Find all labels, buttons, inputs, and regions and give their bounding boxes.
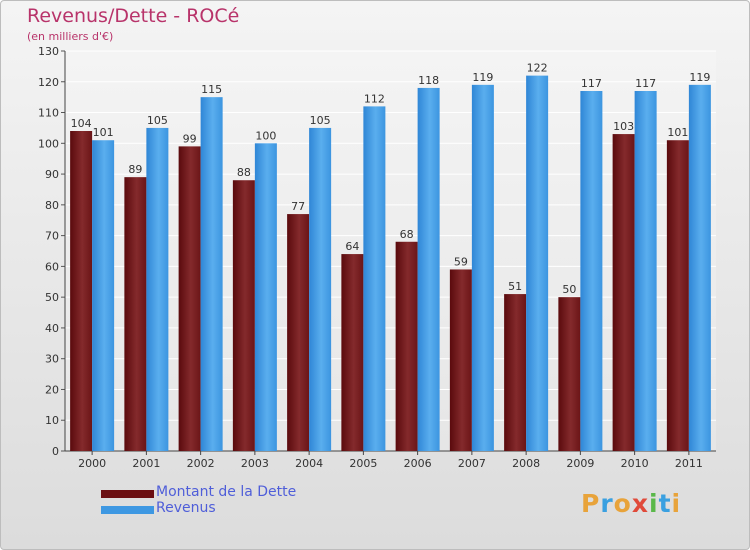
data-label-revenue: 101	[93, 126, 114, 139]
bar-revenue	[580, 91, 603, 451]
data-label-revenue: 105	[147, 114, 168, 127]
x-tick-label: 2006	[404, 457, 432, 470]
bar-revenue	[254, 143, 277, 452]
data-label-revenue: 119	[689, 71, 710, 84]
bar-revenue	[92, 140, 115, 451]
data-label-revenue: 100	[255, 129, 276, 142]
data-label-debt: 104	[71, 117, 92, 130]
bar-revenue	[363, 106, 386, 451]
y-tick-label: 10	[45, 414, 59, 427]
x-tick-label: 2007	[458, 457, 486, 470]
bar-revenue	[688, 84, 711, 451]
bar-revenue	[471, 84, 494, 451]
y-tick-label: 110	[38, 107, 59, 120]
bar-revenue	[634, 91, 657, 451]
y-tick-label: 40	[45, 322, 59, 335]
y-tick-label: 70	[45, 230, 59, 243]
plot-area	[65, 51, 716, 451]
data-label-revenue: 117	[581, 77, 602, 90]
data-label-debt: 59	[454, 255, 468, 268]
bar-debt	[70, 131, 93, 451]
bar-debt	[232, 180, 255, 451]
data-label-debt: 50	[562, 283, 576, 296]
x-tick-label: 2004	[295, 457, 323, 470]
data-label-debt: 89	[128, 163, 142, 176]
y-tick-label: 30	[45, 353, 59, 366]
logo-letter: i	[671, 489, 682, 518]
bar-debt	[558, 297, 581, 451]
bar-revenue	[526, 75, 549, 451]
bar-debt	[666, 140, 689, 451]
data-label-revenue: 118	[418, 74, 439, 87]
logo-letter: P	[581, 489, 601, 518]
y-tick-label: 120	[38, 76, 59, 89]
data-label-debt: 51	[508, 280, 522, 293]
y-tick-label: 50	[45, 291, 59, 304]
x-tick-label: 2002	[187, 457, 215, 470]
logo-letter: i	[649, 489, 659, 518]
bar-revenue	[146, 127, 169, 451]
logo-letter: x	[631, 489, 649, 518]
data-label-debt: 77	[291, 200, 305, 213]
bar-debt	[504, 294, 527, 451]
x-tick-label: 2003	[241, 457, 269, 470]
data-label-revenue: 117	[635, 77, 656, 90]
x-tick-label: 2011	[675, 457, 703, 470]
data-label-debt: 64	[345, 240, 359, 253]
bar-debt	[395, 241, 418, 451]
x-tick-label: 2008	[512, 457, 540, 470]
legend-swatch-revenue	[101, 506, 154, 514]
data-label-revenue: 119	[472, 71, 493, 84]
data-label-debt: 88	[237, 166, 251, 179]
bar-debt	[124, 177, 147, 451]
chart-title: Revenus/Dette - ROCé	[27, 5, 240, 27]
data-label-debt: 99	[183, 132, 197, 145]
legend-swatch-debt	[101, 490, 154, 498]
data-label-revenue: 115	[201, 83, 222, 96]
y-tick-label: 20	[45, 383, 59, 396]
data-label-revenue: 112	[364, 92, 385, 105]
logo-letter: r	[600, 489, 614, 518]
chart-subtitle: (en milliers d'€)	[27, 30, 114, 43]
x-tick-label: 2000	[78, 457, 106, 470]
bar-debt	[449, 269, 472, 451]
data-label-debt: 101	[667, 126, 688, 139]
proxiti-logo: Proxiti	[581, 489, 681, 518]
bar-revenue	[200, 97, 223, 452]
y-tick-label: 130	[38, 45, 59, 58]
y-tick-label: 80	[45, 199, 59, 212]
legend-label-debt: Montant de la Dette	[156, 484, 297, 500]
y-tick-label: 100	[38, 137, 59, 150]
logo-letter: o	[613, 489, 632, 518]
data-label-debt: 68	[400, 228, 414, 241]
data-label-revenue: 122	[527, 62, 548, 75]
bar-debt	[341, 254, 364, 451]
y-tick-label: 0	[52, 445, 59, 458]
bar-revenue	[417, 87, 440, 451]
y-tick-label: 60	[45, 260, 59, 273]
x-tick-label: 2005	[349, 457, 377, 470]
data-label-revenue: 105	[310, 114, 331, 127]
bar-revenue	[309, 127, 332, 451]
bar-debt	[612, 134, 635, 452]
bar-debt	[178, 146, 201, 451]
data-label-debt: 103	[613, 120, 634, 133]
x-tick-label: 2009	[566, 457, 594, 470]
logo-letter: t	[658, 489, 672, 518]
bar-debt	[287, 214, 310, 451]
x-tick-label: 2001	[132, 457, 160, 470]
legend-label-revenue: Revenus	[156, 500, 216, 516]
y-tick-label: 90	[45, 168, 59, 181]
x-tick-label: 2010	[621, 457, 649, 470]
